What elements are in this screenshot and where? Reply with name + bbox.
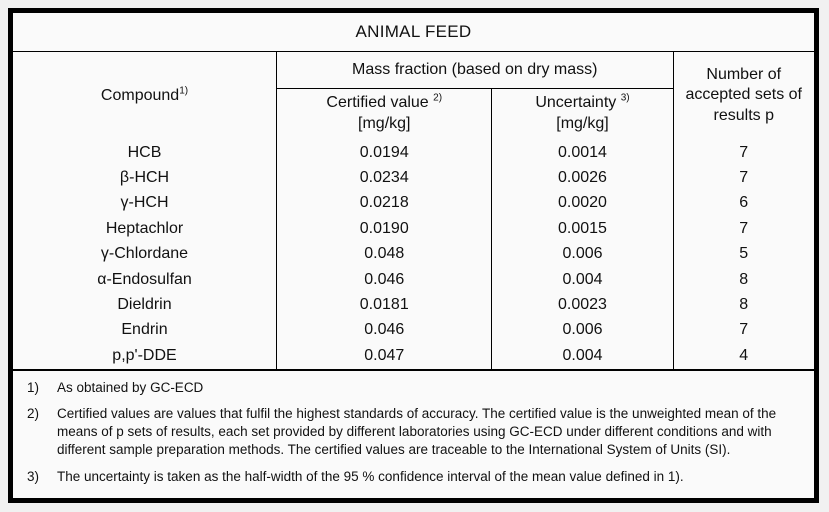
certified-value-unit: [mg/kg] bbox=[358, 115, 411, 133]
compound-cell: α-Endosulfan bbox=[13, 266, 278, 293]
table-row: α-Endosulfan 0.046 0.004 8 bbox=[13, 266, 814, 293]
compound-header-label: Compound bbox=[100, 86, 180, 104]
uncertainty-cell: 0.0023 bbox=[491, 292, 674, 318]
accepted-sets-cell: 7 bbox=[673, 216, 814, 242]
certified-value-cell: 0.0234 bbox=[276, 165, 493, 191]
certified-value-cell: 0.046 bbox=[276, 266, 493, 293]
footnote-text: Certified values are values that fulfil … bbox=[57, 406, 777, 457]
table-row: HCB 0.0194 0.0014 7 bbox=[13, 140, 814, 166]
accepted-sets-cell: 7 bbox=[673, 165, 814, 191]
table-row: Endrin 0.046 0.006 7 bbox=[13, 317, 814, 344]
footnote-marker: 3) bbox=[27, 468, 40, 484]
column-header-certified-value: Certified value 2) [mg/kg] bbox=[276, 88, 493, 140]
footnotes: 1) As obtained by GC-ECD 2) Certified va… bbox=[13, 368, 814, 492]
table-row: Dieldrin 0.0181 0.0023 8 bbox=[13, 292, 814, 318]
accepted-sets-cell: 7 bbox=[673, 140, 814, 166]
accepted-sets-cell: 6 bbox=[673, 190, 814, 217]
table-title: ANIMAL FEED bbox=[13, 13, 814, 52]
column-header-mass-fraction: Mass fraction (based on dry mass) bbox=[276, 51, 674, 89]
footnote-marker: 2) bbox=[27, 406, 40, 422]
accepted-sets-cell: 4 bbox=[673, 343, 814, 369]
uncertainty-cell: 0.0020 bbox=[491, 190, 674, 217]
certified-value-cell: 0.0190 bbox=[276, 216, 493, 242]
certified-value-cell: 0.0218 bbox=[276, 190, 493, 217]
certified-value-cell: 0.047 bbox=[276, 343, 493, 369]
footnote: 1) As obtained by GC-ECD bbox=[27, 379, 800, 397]
uncertainty-cell: 0.0026 bbox=[491, 165, 674, 191]
compound-cell: Heptachlor bbox=[13, 216, 278, 242]
uncertainty-cell: 0.0014 bbox=[491, 140, 674, 166]
table-row: Heptachlor 0.0190 0.0015 7 bbox=[13, 216, 814, 242]
table-body: HCB 0.0194 0.0014 7 β-HCH 0.0234 0.0026 … bbox=[13, 140, 814, 369]
compound-cell: HCB bbox=[13, 140, 278, 166]
table-row: β-HCH 0.0234 0.0026 7 bbox=[13, 165, 814, 191]
column-header-accepted-sets: Number of accepted sets of results p bbox=[673, 51, 814, 140]
certified-value-cell: 0.0181 bbox=[276, 292, 493, 318]
certified-value-cell: 0.046 bbox=[276, 317, 493, 344]
uncertainty-cell: 0.006 bbox=[491, 241, 674, 267]
compound-cell: γ-HCH bbox=[13, 190, 278, 217]
footnote: 2) Certified values are values that fulf… bbox=[27, 405, 800, 458]
certified-value-cell: 0.0194 bbox=[276, 140, 493, 166]
certificate-table-frame: ANIMAL FEED Compound1) Mass fraction (ba… bbox=[8, 8, 819, 503]
footnote-marker: 1) bbox=[27, 379, 40, 395]
column-header-uncertainty: Uncertainty 3) [mg/kg] bbox=[491, 88, 674, 140]
compound-cell: γ-Chlordane bbox=[13, 241, 278, 267]
column-header-compound: Compound1) bbox=[13, 51, 278, 140]
table-row: p,p'-DDE 0.047 0.004 4 bbox=[13, 343, 814, 369]
compound-cell: Endrin bbox=[13, 317, 278, 344]
accepted-sets-cell: 8 bbox=[673, 292, 814, 318]
accepted-sets-cell: 7 bbox=[673, 317, 814, 344]
uncertainty-header-label: Uncertainty bbox=[535, 94, 617, 112]
uncertainty-cell: 0.0015 bbox=[491, 216, 674, 242]
accepted-sets-cell: 8 bbox=[673, 266, 814, 293]
table-row: γ-HCH 0.0218 0.0020 6 bbox=[13, 190, 814, 217]
animal-feed-table: ANIMAL FEED Compound1) Mass fraction (ba… bbox=[13, 13, 814, 369]
uncertainty-footnote-marker: 3) bbox=[620, 93, 630, 105]
compound-footnote-marker: 1) bbox=[179, 85, 189, 97]
uncertainty-cell: 0.004 bbox=[491, 266, 674, 293]
certified-value-footnote-marker: 2) bbox=[433, 93, 443, 105]
table-row: γ-Chlordane 0.048 0.006 5 bbox=[13, 241, 814, 267]
certified-value-header-label: Certified value bbox=[326, 94, 429, 112]
compound-cell: p,p'-DDE bbox=[13, 343, 278, 369]
uncertainty-cell: 0.004 bbox=[491, 343, 674, 369]
certified-value-cell: 0.048 bbox=[276, 241, 493, 267]
footnote-text: The uncertainty is taken as the half-wid… bbox=[57, 468, 684, 484]
uncertainty-cell: 0.006 bbox=[491, 317, 674, 344]
compound-cell: Dieldrin bbox=[13, 292, 278, 318]
footnote-text: As obtained by GC-ECD bbox=[57, 379, 204, 395]
accepted-sets-cell: 5 bbox=[673, 241, 814, 267]
footnote: 3) The uncertainty is taken as the half-… bbox=[27, 468, 800, 486]
uncertainty-unit: [mg/kg] bbox=[556, 115, 609, 133]
compound-cell: β-HCH bbox=[13, 165, 278, 191]
